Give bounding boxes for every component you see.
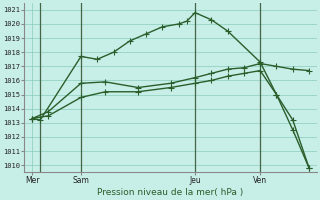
X-axis label: Pression niveau de la mer( hPa ): Pression niveau de la mer( hPa ) (98, 188, 244, 197)
